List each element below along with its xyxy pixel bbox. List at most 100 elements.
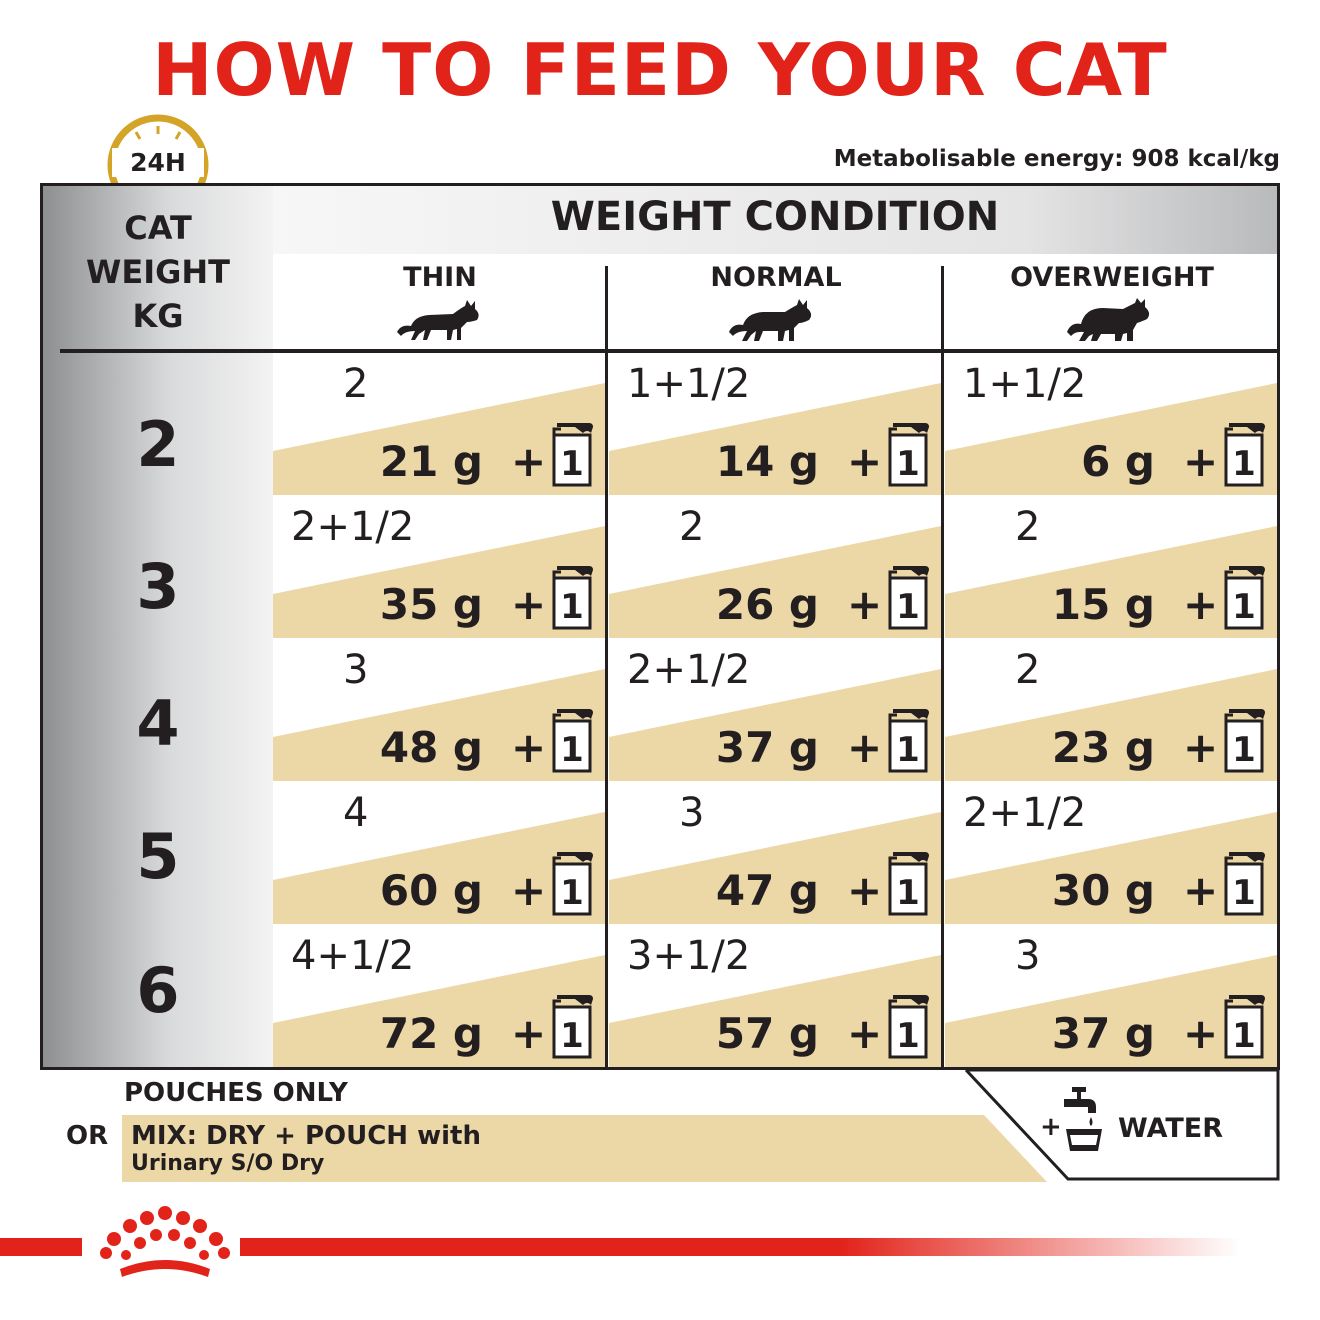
plus-sign: +	[511, 1009, 547, 1058]
pouch-icon: 1	[552, 852, 593, 916]
cell-band	[273, 383, 605, 495]
cat-weight-column	[43, 186, 273, 1067]
row-weight-3: 3	[136, 550, 180, 623]
feeding-cell: 1+1/2 6 g +1	[945, 353, 1277, 495]
normal-cat-icon	[729, 299, 812, 341]
pouch-icon-number: 1	[560, 444, 584, 484]
header-divider	[60, 349, 1280, 353]
brand-line-right	[240, 1238, 1240, 1256]
pouch-icon: 1	[1224, 852, 1265, 916]
cell-band	[273, 669, 605, 781]
cat-weight-line: WEIGHT	[86, 253, 230, 291]
dry-amount: 37 g	[715, 723, 819, 772]
pouch-icon-number: 1	[560, 873, 584, 913]
pouch-icon-number: 1	[896, 444, 920, 484]
row-weight-5: 5	[136, 820, 180, 893]
page-title: HOW TO FEED YOUR CAT	[152, 28, 1168, 112]
plus-sign: +	[511, 723, 547, 772]
royal-canin-crown-logo	[100, 1206, 230, 1277]
feeding-cell: 3 37 g +1	[945, 925, 1277, 1067]
pouch-icon-number: 1	[560, 1016, 584, 1056]
water-legend-box	[964, 1068, 1280, 1181]
cell-band	[273, 955, 605, 1067]
plus-sign: +	[1183, 723, 1219, 772]
pouch-icon: 1	[888, 566, 929, 630]
pouch-icon: 1	[552, 566, 593, 630]
pouch-icon-number: 1	[896, 730, 920, 770]
brand-line-left	[0, 1238, 82, 1256]
column-header-normal: NORMAL	[710, 262, 842, 293]
water-tap-icon	[1064, 1087, 1102, 1151]
dry-amount: 37 g	[1051, 1009, 1155, 1058]
plus-sign: +	[847, 437, 883, 486]
pouch-count: 4	[343, 790, 369, 836]
pouch-count: 3	[1015, 933, 1041, 979]
or-label: OR	[66, 1121, 109, 1151]
weight-condition-band	[273, 186, 1277, 254]
feeding-cell: 3 47 g +1	[609, 782, 941, 924]
pouch-icon: 1	[552, 709, 593, 773]
pouch-count: 2	[1015, 504, 1041, 550]
column-header-overweight: OVERWEIGHT	[1010, 262, 1214, 293]
plus-sign: +	[847, 866, 883, 915]
column-header-thin: THIN	[403, 262, 477, 293]
dry-amount: 23 g	[1051, 723, 1155, 772]
pouch-icon-number: 1	[896, 1016, 920, 1056]
cell-band	[609, 669, 941, 781]
pouch-icon: 1	[1224, 709, 1265, 773]
cell-band	[945, 669, 1277, 781]
dry-amount: 47 g	[715, 866, 819, 915]
pouch-count: 2	[1015, 647, 1041, 693]
pouch-count: 4+1/2	[291, 933, 415, 979]
plus-sign: +	[1183, 1009, 1219, 1058]
cell-band	[945, 526, 1277, 638]
plus-sign: +	[511, 437, 547, 486]
pouch-icon: 1	[888, 852, 929, 916]
pouch-count: 3	[679, 790, 705, 836]
row-weight-6: 6	[136, 954, 180, 1027]
cell-band	[609, 812, 941, 924]
mix-band	[122, 1115, 1047, 1182]
overweight-cat-icon	[1067, 298, 1150, 341]
pouch-icon-number: 1	[1232, 1016, 1256, 1056]
cell-band	[945, 383, 1277, 495]
dry-amount: 35 g	[379, 580, 483, 629]
feeding-cell: 2+1/2 37 g +1	[609, 639, 941, 781]
pouch-icon-number: 1	[896, 587, 920, 627]
pouch-icon: 1	[888, 423, 929, 487]
feeding-cell: 2 21 g +1	[273, 353, 605, 495]
pouch-icon-number: 1	[896, 873, 920, 913]
pouch-count: 1+1/2	[627, 361, 751, 407]
water-label: WATER	[1118, 1113, 1224, 1144]
dry-amount: 14 g	[715, 437, 819, 486]
dry-amount: 6 g	[1081, 437, 1155, 486]
thin-cat-icon	[397, 300, 479, 340]
plus-sign: +	[847, 1009, 883, 1058]
cell-band	[945, 812, 1277, 924]
dry-amount: 30 g	[1051, 866, 1155, 915]
pouch-icon-number: 1	[1232, 587, 1256, 627]
pouch-icon-number: 1	[1232, 444, 1256, 484]
dry-amount: 21 g	[379, 437, 483, 486]
row-weight-4: 4	[136, 687, 180, 760]
pouch-icon: 1	[888, 709, 929, 773]
cell-band	[273, 812, 605, 924]
cell-band	[945, 955, 1277, 1067]
pouch-icon-number: 1	[1232, 730, 1256, 770]
feeding-cell: 2 15 g +1	[945, 496, 1277, 638]
metabolisable-energy: Metabolisable energy: 908 kcal/kg	[833, 146, 1280, 172]
plus-sign: +	[847, 723, 883, 772]
pouch-count: 2+1/2	[627, 647, 751, 693]
dry-amount: 57 g	[715, 1009, 819, 1058]
pouch-count: 3+1/2	[627, 933, 751, 979]
dry-amount: 48 g	[379, 723, 483, 772]
feeding-cell: 2 23 g +1	[945, 639, 1277, 781]
pouch-icon-number: 1	[560, 587, 584, 627]
plus-sign: +	[511, 866, 547, 915]
cell-band	[609, 526, 941, 638]
weight-condition-title: WEIGHT CONDITION	[550, 194, 1000, 240]
plus-sign: +	[511, 580, 547, 629]
water-plus: +	[1040, 1112, 1062, 1142]
dry-amount: 60 g	[379, 866, 483, 915]
pouch-icon: 1	[1224, 995, 1265, 1059]
